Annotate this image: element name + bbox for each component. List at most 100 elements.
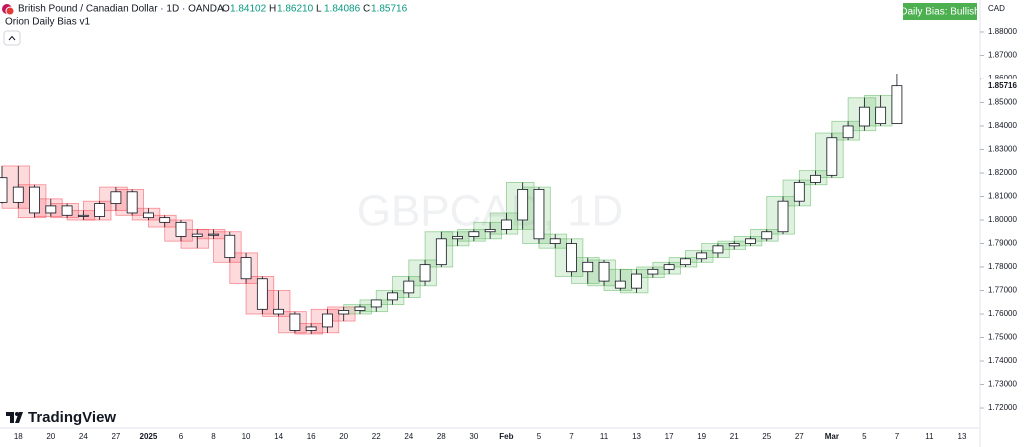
x-tick-label: 2025: [140, 432, 158, 441]
candle-body: [875, 106, 887, 125]
ohlc-header: O 1.84102 H 1.86210 L 1.84086 C 1.85716: [222, 4, 408, 15]
candle-body: [0, 177, 8, 203]
candle-body: [305, 326, 317, 331]
y-tick-label: 1.73000: [988, 380, 1017, 389]
x-tick-label: 24: [404, 432, 413, 441]
candle-body: [175, 221, 187, 237]
x-tick-label: 16: [307, 432, 316, 441]
ohlc-value: 1.85716: [371, 4, 408, 15]
y-tick-label: 1.74000: [988, 356, 1017, 365]
x-tick-label: 30: [469, 432, 478, 441]
x-tick-label: 6: [179, 432, 184, 441]
y-tick-label: 1.80000: [988, 215, 1017, 224]
candle-body: [598, 261, 610, 282]
candle-body: [468, 231, 480, 237]
candle-body: [549, 238, 561, 244]
x-tick-label: 11: [600, 432, 609, 441]
x-tick-label: Feb: [499, 432, 513, 441]
y-tick-label: 1.87000: [988, 51, 1017, 60]
candle-body: [224, 234, 236, 259]
x-tick-label: 7: [895, 432, 900, 441]
candle-body: [484, 228, 496, 233]
candle-body: [273, 308, 285, 315]
candle-body: [826, 137, 838, 176]
y-tick-label: 1.77000: [988, 286, 1017, 295]
candle-body: [289, 313, 301, 331]
candle-body: [501, 219, 512, 230]
last-price-label: 1.85716: [988, 81, 1017, 90]
candle-body: [696, 252, 708, 260]
y-tick-label: 1.85000: [988, 98, 1017, 107]
candle-body: [647, 268, 659, 275]
candle-body: [208, 233, 219, 236]
candle-body: [191, 233, 203, 237]
candle-body: [712, 245, 724, 254]
collapse-icon: [8, 35, 16, 41]
candle-body: [631, 273, 642, 289]
collapse-button[interactable]: [3, 30, 21, 46]
candle-body: [679, 258, 691, 266]
x-tick-label: 28: [437, 432, 446, 441]
candle-body: [793, 181, 805, 202]
x-tick-label: 7: [569, 432, 574, 441]
candle-body: [858, 106, 870, 127]
candle-body: [582, 261, 594, 273]
bias-badge: [903, 3, 977, 20]
currency-label: CAD: [988, 4, 1005, 13]
x-tick-label: 13: [958, 432, 967, 441]
candle-body: [45, 205, 57, 214]
y-tick-label: 1.78000: [988, 262, 1017, 271]
candle-body: [745, 238, 756, 244]
x-tick-label: 14: [274, 432, 283, 441]
candle-body: [403, 280, 415, 294]
candle-body: [126, 191, 138, 214]
candle-body: [728, 243, 740, 247]
candle-body: [566, 243, 577, 273]
y-tick-label: 1.75000: [988, 333, 1017, 342]
x-tick-label: 22: [372, 432, 381, 441]
y-tick-label: 1.83000: [988, 145, 1017, 154]
candle-body: [533, 189, 545, 240]
ohlc-label: H: [269, 4, 276, 15]
x-tick-label: 5: [537, 432, 542, 441]
candle-body: [435, 238, 447, 266]
x-tick-label: Mar: [825, 432, 839, 441]
x-tick-label: 19: [697, 432, 706, 441]
candle-body: [77, 214, 89, 217]
x-tick-label: 24: [79, 432, 88, 441]
y-tick-label: 1.82000: [988, 168, 1017, 177]
candle-body: [777, 200, 789, 233]
x-tick-label: 13: [632, 432, 641, 441]
x-tick-label: 20: [46, 432, 55, 441]
candle-body: [159, 217, 171, 223]
x-tick-label: 20: [339, 432, 348, 441]
candle-body: [354, 306, 366, 311]
candle-body: [452, 236, 463, 240]
candle-body: [891, 85, 903, 124]
ohlc-label: O: [222, 4, 230, 15]
candle-body: [387, 292, 398, 301]
y-tick-label: 1.84000: [988, 121, 1017, 130]
brand-name: TradingView: [28, 409, 116, 426]
y-tick-label: 1.88000: [988, 27, 1017, 36]
x-tick-label: 27: [795, 432, 804, 441]
candle-body: [810, 174, 821, 183]
candle-body: [256, 278, 268, 310]
x-tick-label: 11: [925, 432, 934, 441]
indicator-name: Orion Daily Bias v1: [5, 17, 90, 28]
price-axis: 1.72000 1.73000 1.74000 1.75000 1.76000 1.770…: [980, 27, 1021, 412]
candle-body: [322, 313, 333, 328]
time-axis: 18 20 24 27 2025 6 8 10 14 16 20 22 24 28 30 Feb 5 7 11 13 1…: [14, 432, 967, 441]
last-price-tag: [981, 78, 1021, 93]
candle-body: [143, 212, 154, 219]
candle-body: [517, 189, 529, 221]
x-tick-label: 10: [242, 432, 251, 441]
candle-body: [110, 191, 122, 204]
plot-area: [0, 74, 903, 335]
x-tick-label: 25: [762, 432, 771, 441]
y-tick-label: 1.86000: [988, 74, 1017, 83]
brand-logo: [15, 412, 19, 416]
candle-body: [419, 264, 431, 282]
candle-body: [240, 257, 252, 280]
candle-body: [12, 186, 24, 203]
